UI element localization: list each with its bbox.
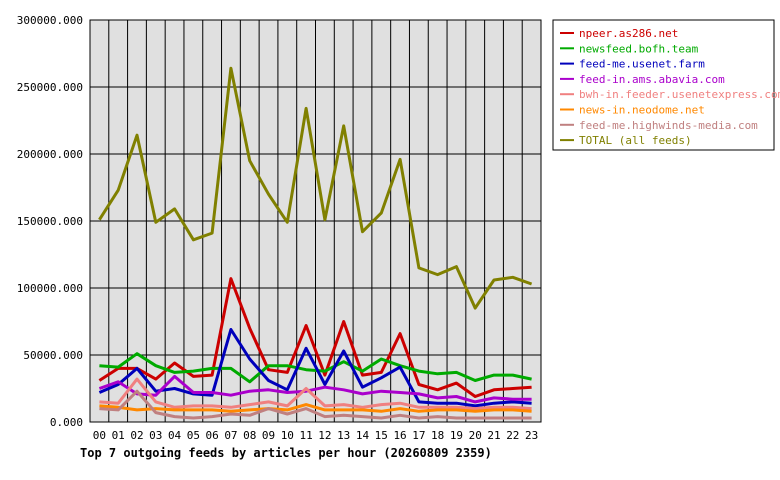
y-tick-label: 150000.000 [17, 215, 83, 228]
legend-label: feed-me.highwinds-media.com [579, 119, 758, 132]
x-tick-label: 14 [356, 429, 370, 442]
x-tick-label: 10 [281, 429, 294, 442]
legend-label: feed-in.ams.abavia.com [579, 73, 725, 86]
x-tick-label: 21 [487, 429, 500, 442]
x-tick-label: 11 [299, 429, 312, 442]
y-tick-label: 300000.000 [17, 14, 83, 27]
x-tick-label: 15 [375, 429, 388, 442]
x-tick-label: 08 [243, 429, 256, 442]
y-tick-label: 200000.000 [17, 148, 83, 161]
legend-label: feed-me.usenet.farm [579, 58, 705, 71]
x-tick-label: 00 [93, 429, 106, 442]
x-tick-label: 06 [206, 429, 219, 442]
series-line-7 [98, 66, 533, 310]
y-tick-label: 100000.000 [17, 282, 83, 295]
x-tick-label: 09 [262, 429, 275, 442]
y-tick-label: 0.000 [50, 416, 83, 429]
legend-label: newsfeed.bofh.team [579, 42, 699, 55]
legend-label: TOTAL (all feeds) [579, 134, 692, 147]
y-tick-label: 50000.000 [23, 349, 83, 362]
x-axis-title: Top 7 outgoing feeds by articles per hou… [80, 446, 492, 460]
series-line-2 [98, 328, 532, 408]
x-tick-label: 20 [469, 429, 482, 442]
x-tick-label: 18 [431, 429, 444, 442]
legend-label: npeer.as286.net [579, 27, 678, 40]
x-tick-label: 13 [337, 429, 350, 442]
series-line-5 [99, 403, 532, 413]
series-line-4 [99, 377, 532, 411]
series-line-1 [99, 352, 532, 384]
series-line-0 [98, 277, 532, 398]
x-tick-label: 07 [224, 429, 237, 442]
legend-box [552, 19, 775, 151]
x-tick-label: 17 [412, 429, 425, 442]
x-tick-label: 23 [525, 429, 538, 442]
x-tick-label: 04 [168, 429, 182, 442]
x-tick-label: 03 [149, 429, 162, 442]
x-tick-label: 02 [130, 429, 143, 442]
x-tick-label: 19 [450, 429, 463, 442]
y-tick-label: 250000.000 [17, 81, 83, 94]
x-tick-label: 22 [506, 429, 519, 442]
legend-label: bwh-in.feeder.usenetexpress.com [579, 88, 780, 101]
x-tick-label: 05 [187, 429, 200, 442]
x-tick-label: 01 [112, 429, 125, 442]
legend-label: news-in.neodome.net [579, 104, 705, 117]
x-tick-label: 12 [318, 429, 331, 442]
x-tick-label: 16 [393, 429, 406, 442]
series-line-3 [98, 374, 532, 404]
series-line-6 [99, 389, 532, 420]
